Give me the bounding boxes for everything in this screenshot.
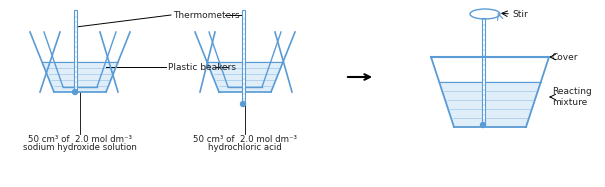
Text: 50 cm³ of  2.0 mol dm⁻³: 50 cm³ of 2.0 mol dm⁻³ <box>193 135 297 144</box>
Circle shape <box>241 102 246 107</box>
Polygon shape <box>73 10 76 92</box>
Text: Cover: Cover <box>552 53 578 62</box>
Text: 50 cm³ of  2.0 mol dm⁻³: 50 cm³ of 2.0 mol dm⁻³ <box>28 135 132 144</box>
Text: sodium hydroxide solution: sodium hydroxide solution <box>23 143 137 152</box>
Polygon shape <box>207 62 283 92</box>
Circle shape <box>480 122 485 128</box>
Polygon shape <box>482 18 485 125</box>
Text: Thermometers: Thermometers <box>173 10 240 19</box>
Text: hydrochloric acid: hydrochloric acid <box>208 143 282 152</box>
Circle shape <box>73 90 77 94</box>
Text: Reacting
mixture: Reacting mixture <box>552 87 592 107</box>
Polygon shape <box>42 62 118 92</box>
Text: Plastic beakers: Plastic beakers <box>168 62 236 71</box>
Polygon shape <box>241 10 244 104</box>
Polygon shape <box>439 82 541 127</box>
Text: Stir: Stir <box>512 10 528 19</box>
